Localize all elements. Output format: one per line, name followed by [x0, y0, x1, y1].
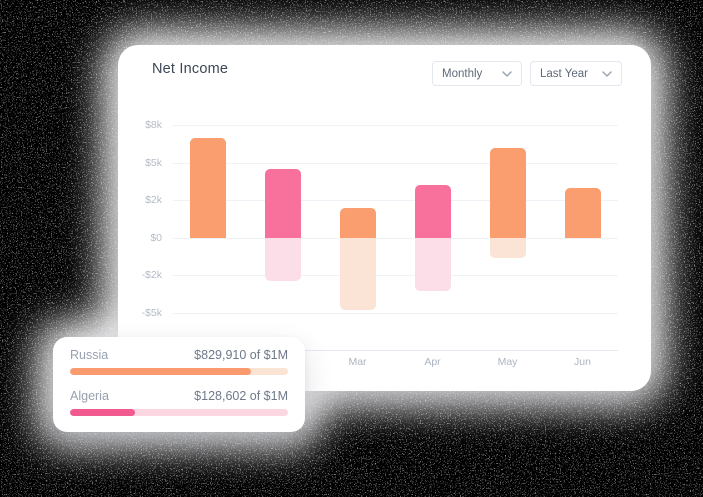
- progress-row-russia: Russia $829,910 of $1M: [70, 348, 288, 375]
- period-dropdown[interactable]: Monthly: [432, 61, 522, 86]
- page-title: Net Income: [152, 61, 229, 77]
- gridline: [173, 312, 618, 314]
- period-dropdown-value: Monthly: [442, 67, 483, 80]
- gridline: [173, 125, 618, 126]
- gridline: [173, 275, 618, 276]
- y-axis-tick: $8k: [145, 119, 162, 131]
- amount-label: $829,910 of $1M: [194, 348, 288, 362]
- x-axis-label-may: May: [497, 356, 518, 368]
- progress-fill: [70, 368, 251, 375]
- net-income-card: Net Income Monthly Last Year $8k $5k $2k $0…: [118, 45, 651, 391]
- bar-apr-positive[interactable]: [414, 185, 451, 238]
- bar-feb-positive[interactable]: [264, 168, 301, 238]
- gridline: [173, 237, 618, 239]
- y-axis-tick: -$2k: [141, 269, 162, 281]
- range-dropdown-value: Last Year: [540, 67, 588, 80]
- country-progress-card: Russia $829,910 of $1M Algeria $128,602 of …: [53, 337, 305, 432]
- progress-fill: [70, 409, 136, 416]
- x-axis-label-jun: Jun: [574, 356, 591, 368]
- bar-may-negative[interactable]: [489, 237, 526, 259]
- bar-may-positive[interactable]: [489, 147, 526, 238]
- progress-row-algeria: Algeria $128,602 of $1M: [70, 389, 288, 416]
- net-income-bar-chart: $8k$5k$2k$0-$2k-$5kJanFebMarAprMayJun: [118, 45, 651, 391]
- bar-jun-positive[interactable]: [564, 187, 601, 238]
- bar-mar-negative[interactable]: [339, 237, 376, 310]
- x-axis-line: [173, 350, 618, 351]
- country-label: Algeria: [70, 389, 109, 403]
- bar-mar-positive[interactable]: [339, 207, 376, 238]
- x-axis-label-mar: Mar: [348, 356, 367, 368]
- bar-feb-negative[interactable]: [264, 237, 301, 282]
- chevron-down-icon: [502, 70, 512, 77]
- bar-apr-negative[interactable]: [414, 237, 451, 292]
- y-axis-tick: $5k: [145, 156, 162, 169]
- y-axis-tick: -$5k: [141, 306, 162, 319]
- progress-track: [70, 409, 288, 416]
- gridline: [173, 162, 618, 164]
- x-axis-label-apr: Apr: [424, 356, 441, 368]
- y-axis-tick: $0: [150, 231, 162, 244]
- chevron-down-icon: [602, 70, 612, 77]
- progress-track: [70, 368, 288, 375]
- country-label: Russia: [70, 348, 109, 362]
- amount-label: $128,602 of $1M: [194, 389, 288, 403]
- gridline: [173, 200, 618, 201]
- y-axis-tick: $2k: [145, 194, 162, 206]
- bar-jan-positive[interactable]: [189, 137, 226, 238]
- range-dropdown[interactable]: Last Year: [530, 61, 622, 86]
